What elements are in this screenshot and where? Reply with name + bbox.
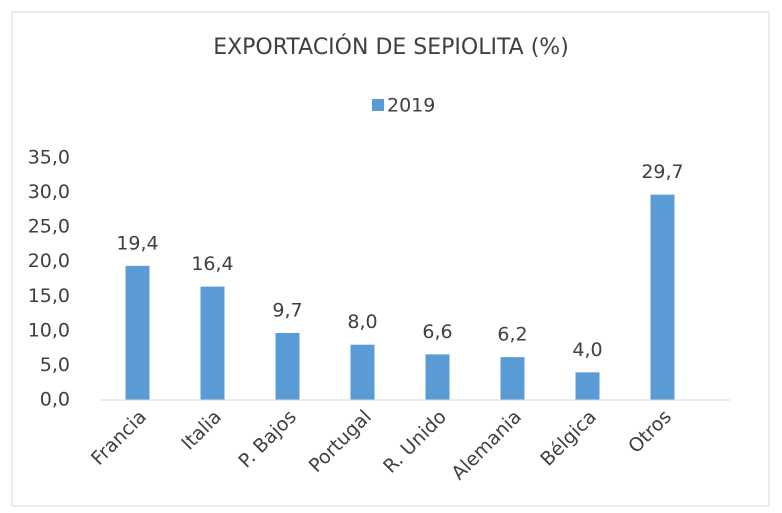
y-tick-label: 35,0 [28,147,70,169]
y-tick-label: 10,0 [28,319,70,341]
bar [275,332,300,400]
bar [575,372,600,400]
y-tick-label: 5,0 [40,354,70,376]
y-tick-label: 15,0 [28,285,70,307]
y-tick-label: 0,0 [40,389,70,411]
y-tick-label: 20,0 [28,250,70,272]
bar [125,265,150,400]
bar [200,286,225,400]
bar [350,344,375,400]
data-label: 9,7 [272,299,302,321]
bar [650,194,675,400]
data-label: 6,2 [497,324,527,346]
legend-label: 2019 [387,95,435,117]
bar [500,357,525,400]
y-tick-label: 30,0 [28,181,70,203]
data-label: 29,7 [641,161,683,183]
data-label: 16,4 [191,253,233,275]
chart-title: EXPORTACIÓN DE SEPIOLITA (%) [213,34,569,60]
data-label: 6,6 [422,321,452,343]
data-label: 8,0 [347,311,377,333]
data-label: 4,0 [572,339,602,361]
data-label: 19,4 [116,232,158,254]
y-tick-label: 25,0 [28,216,70,238]
bar [425,354,450,400]
chart-border [11,11,770,507]
legend-swatch [372,99,384,111]
